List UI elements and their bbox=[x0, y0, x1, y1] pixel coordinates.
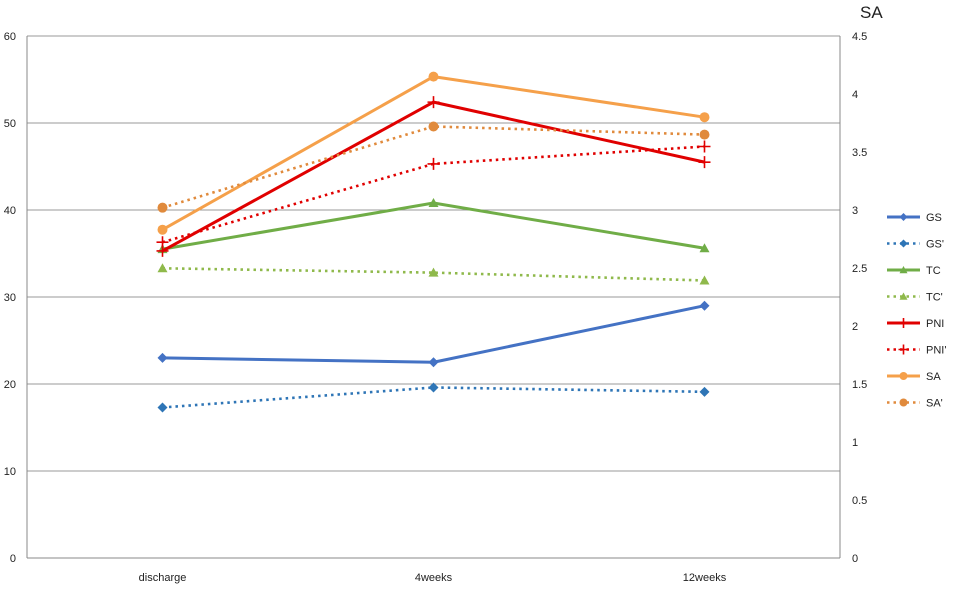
data-point bbox=[899, 239, 908, 248]
data-point bbox=[157, 352, 168, 363]
legend-item: PNI' bbox=[887, 344, 946, 357]
data-point bbox=[698, 140, 711, 153]
data-point bbox=[898, 344, 909, 355]
data-point bbox=[156, 236, 169, 249]
right-tick-label: 0.5 bbox=[852, 495, 867, 507]
x-axis-ticks: discharge 4weeks 12weeks bbox=[139, 572, 727, 584]
left-tick-label: 60 bbox=[4, 31, 16, 43]
data-point bbox=[428, 71, 439, 82]
series-tc bbox=[157, 198, 710, 254]
right-axis-ticks: 0 0.5 1 1.5 2 2.5 3 3.5 4 4.5 bbox=[852, 31, 867, 565]
legend-label: GS bbox=[926, 212, 942, 224]
left-tick-label: 40 bbox=[4, 205, 16, 217]
data-point bbox=[699, 129, 710, 140]
legend-label: SA bbox=[926, 371, 941, 383]
legend-item: SA' bbox=[887, 398, 943, 410]
data-point bbox=[427, 157, 440, 170]
x-tick-label: discharge bbox=[139, 572, 187, 584]
legend-label: TC bbox=[926, 265, 941, 277]
legend-item: GS' bbox=[887, 239, 944, 251]
right-tick-label: 2 bbox=[852, 321, 858, 333]
data-point bbox=[157, 224, 168, 235]
legend-label: PNI bbox=[926, 318, 944, 330]
series-line bbox=[162, 304, 705, 364]
left-tick-label: 0 bbox=[10, 553, 16, 565]
legend-item: GS bbox=[887, 212, 942, 224]
series-pni bbox=[156, 96, 711, 257]
right-tick-label: 2.5 bbox=[852, 263, 867, 275]
series-sa- bbox=[157, 121, 710, 213]
data-point bbox=[698, 156, 711, 169]
data-point bbox=[157, 263, 168, 273]
data-point bbox=[899, 372, 908, 380]
data-point bbox=[699, 112, 710, 123]
data-point bbox=[899, 398, 908, 407]
right-tick-label: 3.5 bbox=[852, 147, 867, 159]
series-gs- bbox=[157, 382, 710, 413]
right-tick-label: 0 bbox=[852, 553, 858, 565]
legend-label: TC' bbox=[926, 292, 943, 304]
data-point bbox=[428, 121, 439, 132]
legend-item: TC bbox=[887, 265, 941, 277]
data-point bbox=[428, 357, 439, 368]
legend-label: SA' bbox=[926, 398, 943, 410]
series-gs bbox=[157, 300, 710, 368]
left-axis-ticks: 0 10 20 30 40 50 60 bbox=[4, 31, 16, 565]
left-tick-label: 10 bbox=[4, 466, 16, 478]
series-layer bbox=[156, 71, 711, 413]
series-tc- bbox=[157, 263, 710, 285]
data-point bbox=[699, 386, 710, 397]
data-point bbox=[427, 96, 440, 109]
data-point bbox=[898, 318, 909, 328]
legend: GS GS' TC TC' PNI PNI' SA SA' bbox=[887, 212, 946, 410]
right-tick-label: 4.5 bbox=[852, 31, 867, 43]
right-tick-label: 1 bbox=[852, 437, 858, 449]
series-sa bbox=[157, 71, 710, 235]
left-tick-label: 50 bbox=[4, 118, 16, 130]
legend-label: PNI' bbox=[926, 345, 946, 357]
data-point bbox=[899, 292, 908, 300]
right-tick-label: 4 bbox=[852, 89, 858, 101]
left-tick-label: 30 bbox=[4, 292, 16, 304]
x-tick-label: 4weeks bbox=[415, 572, 453, 584]
legend-item: SA bbox=[887, 371, 941, 383]
data-point bbox=[899, 213, 908, 221]
x-tick-label: 12weeks bbox=[683, 572, 727, 584]
series-line bbox=[162, 145, 705, 244]
legend-item: PNI bbox=[887, 318, 944, 330]
legend-label: GS' bbox=[926, 239, 944, 251]
data-point bbox=[428, 267, 439, 277]
data-point bbox=[699, 243, 710, 253]
series-line bbox=[162, 125, 705, 209]
legend-item: TC' bbox=[887, 292, 943, 304]
data-point bbox=[899, 266, 908, 274]
series-pni- bbox=[156, 140, 711, 249]
left-tick-label: 20 bbox=[4, 379, 16, 391]
right-axis-title: SA bbox=[860, 3, 883, 22]
data-point bbox=[699, 275, 710, 285]
data-point bbox=[428, 198, 439, 208]
data-point bbox=[157, 402, 168, 413]
right-tick-label: 3 bbox=[852, 205, 858, 217]
right-tick-label: 1.5 bbox=[852, 379, 867, 391]
data-point bbox=[157, 202, 168, 213]
data-point bbox=[428, 382, 439, 393]
data-point bbox=[699, 300, 710, 311]
